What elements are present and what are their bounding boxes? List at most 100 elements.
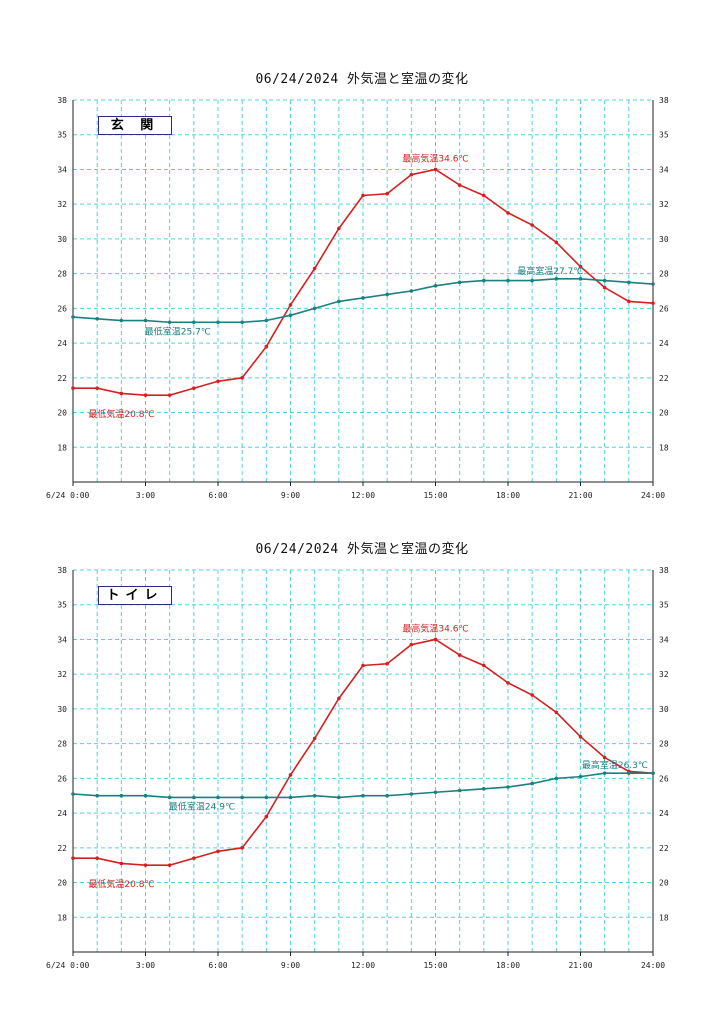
outdoor-temperature-point <box>433 637 438 642</box>
indoor-temperature-point <box>119 318 124 323</box>
indoor-temperature-point <box>409 792 414 796</box>
indoor-temperature-point <box>457 788 462 793</box>
outdoor-temperature-point <box>192 856 196 861</box>
y-tick-label-left: 26 <box>57 304 67 313</box>
indoor-temperature-point <box>361 296 365 300</box>
indoor-temperature-point <box>385 793 389 798</box>
y-tick-label-right: 35 <box>659 131 669 140</box>
y-tick-label-left: 34 <box>57 165 67 174</box>
indoor-temperature-point <box>409 289 414 293</box>
indoor-temperature-point <box>95 316 99 321</box>
indoor-temperature-point <box>71 315 75 319</box>
outdoor-temperature-point <box>361 193 365 198</box>
y-tick-label-left: 28 <box>57 270 67 279</box>
y-tick-label-right: 18 <box>659 913 669 922</box>
x-tick-label: 6/24 0:00 <box>46 491 90 500</box>
indoor-temperature-point <box>385 292 389 297</box>
outdoor-temperature-point <box>264 344 269 349</box>
chart-panel-toilet: 06/24/2024 外気温と室温の変化 18 18 20 20 22 22 24 24 26 2… <box>0 532 724 992</box>
y-tick-label-right: 34 <box>659 635 669 644</box>
outdoor-temperature-point <box>71 386 75 391</box>
outdoor-temperature-point <box>530 693 534 697</box>
outdoor-temperature-point <box>506 681 510 685</box>
indoor-temperature-point <box>143 318 148 323</box>
outdoor-temperature-point <box>385 661 389 666</box>
outdoor-temperature-point <box>95 386 99 391</box>
outdoor-temperature-point <box>216 849 220 854</box>
outdoor-temperature-point <box>240 376 244 380</box>
y-tick-label-left: 30 <box>57 235 67 244</box>
outdoor-temperature-point <box>627 299 631 304</box>
x-tick-label: 21:00 <box>568 961 592 970</box>
x-tick-label: 9:00 <box>281 491 300 500</box>
x-tick-label: 3:00 <box>136 961 155 970</box>
outdoor-temperature-point <box>578 264 583 269</box>
outdoor-temperature-point <box>240 846 244 850</box>
indoor-temperature-point <box>240 320 244 325</box>
indoor-temperature-point <box>95 793 99 798</box>
y-tick-label-left: 30 <box>57 705 67 714</box>
indoor-temperature-point <box>288 795 293 800</box>
y-tick-label-left: 22 <box>57 374 67 383</box>
indoor-temperature-point <box>602 278 607 283</box>
y-tick-label-left: 18 <box>57 443 67 452</box>
indoor-temperature-point <box>119 793 124 798</box>
x-tick-label: 12:00 <box>351 491 375 500</box>
outdoor-temperature-point <box>482 663 486 668</box>
y-tick-label-right: 22 <box>659 844 669 853</box>
annotation-label: 最高気温34.6℃ <box>402 152 468 164</box>
outdoor-temperature-point <box>337 696 341 701</box>
indoor-temperature-point <box>361 793 365 798</box>
outdoor-temperature-point <box>192 386 196 391</box>
outdoor-temperature-point <box>337 226 341 231</box>
x-tick-label: 24:00 <box>641 961 665 970</box>
y-tick-label-left: 20 <box>57 409 67 418</box>
y-tick-label-left: 20 <box>57 879 67 888</box>
outdoor-temperature-point <box>361 663 365 668</box>
indoor-temperature-point <box>554 776 559 781</box>
y-tick-label-right: 35 <box>659 601 669 610</box>
outdoor-temperature-point <box>216 379 220 384</box>
indoor-temperature-point <box>627 280 631 285</box>
y-tick-label-right: 32 <box>659 670 669 679</box>
x-tick-label: 21:00 <box>568 491 592 500</box>
outdoor-temperature-point <box>506 211 510 215</box>
outdoor-temperature-point <box>167 863 172 867</box>
y-tick-label-left: 28 <box>57 740 67 749</box>
annotation-label: 最低室温24.9℃ <box>169 800 235 812</box>
y-tick-label-right: 24 <box>659 339 669 348</box>
annotation-label: 最低気温20.8℃ <box>88 878 154 890</box>
y-tick-label-left: 18 <box>57 913 67 922</box>
indoor-temperature-point <box>602 771 607 775</box>
y-tick-label-left: 24 <box>57 809 67 818</box>
outdoor-temperature-point <box>385 191 389 196</box>
indoor-temperature-point <box>167 795 172 800</box>
annotation-label: 最高室温27.7℃ <box>517 265 583 277</box>
chart-plot: 18 18 20 20 22 22 24 24 26 26 28 28 30 30 32 32 34 34 35 35… <box>46 566 669 970</box>
y-tick-label-right: 30 <box>659 705 669 714</box>
chart-title: 06/24/2024 外気温と室温の変化 <box>255 72 469 87</box>
y-tick-label-right: 38 <box>659 566 669 575</box>
outdoor-temperature-point <box>409 642 414 647</box>
outdoor-temperature-point <box>95 856 99 861</box>
outdoor-temperature-point <box>554 710 559 715</box>
indoor-temperature-point <box>264 318 269 323</box>
outdoor-temperature-point <box>651 301 655 305</box>
indoor-temperature-point <box>337 795 341 800</box>
y-tick-label-left: 24 <box>57 339 67 348</box>
indoor-temperature-point <box>216 795 220 800</box>
x-tick-label: 18:00 <box>496 961 520 970</box>
indoor-temperature-point <box>143 793 148 798</box>
y-tick-label-left: 26 <box>57 774 67 783</box>
indoor-temperature-point <box>651 282 655 286</box>
y-tick-label-right: 32 <box>659 200 669 209</box>
y-tick-label-right: 38 <box>659 96 669 105</box>
annotation-label: 最低室温25.7℃ <box>145 325 211 337</box>
indoor-temperature-point <box>240 795 244 800</box>
location-label: トイレ <box>98 586 172 605</box>
indoor-temperature-point <box>167 320 172 325</box>
outdoor-temperature-point <box>433 167 438 172</box>
y-tick-label-right: 30 <box>659 235 669 244</box>
x-tick-label: 3:00 <box>136 491 155 500</box>
indoor-temperature-point <box>627 771 631 775</box>
